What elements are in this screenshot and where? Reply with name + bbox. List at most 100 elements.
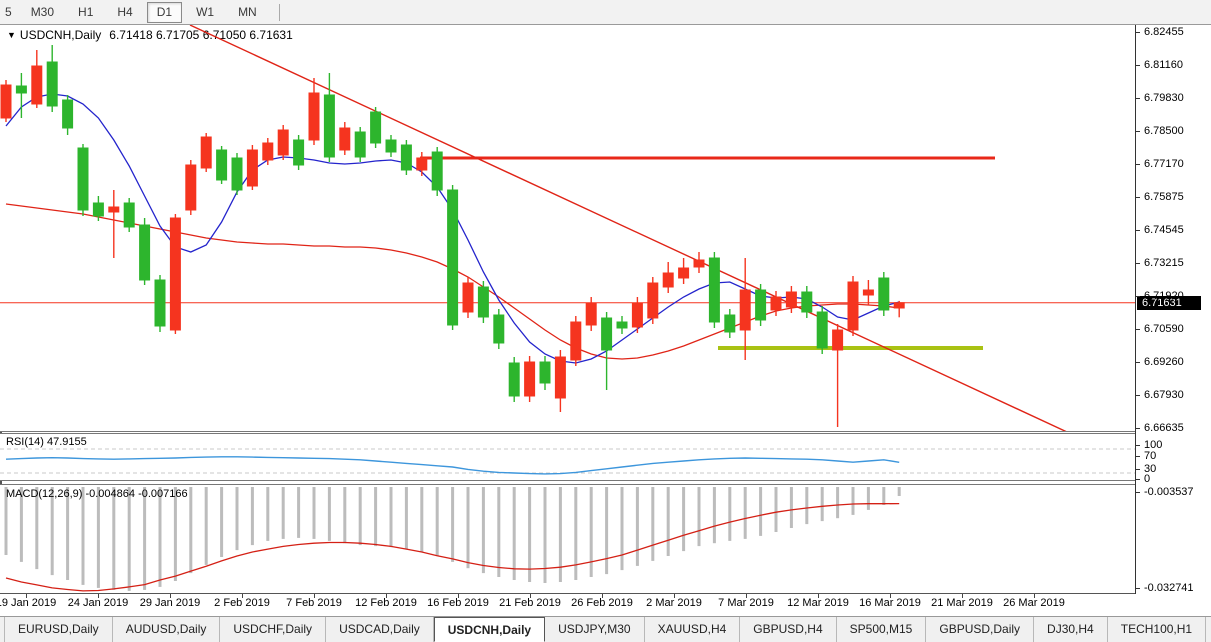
tab-usdcnh[interactable]: USDCNH,Daily [433, 617, 546, 642]
macd-histogram [4, 487, 901, 591]
tab-gbpusd[interactable]: GBPUSD,Daily [926, 617, 1035, 642]
timeframe-bar: 5 M30 H1 H4 D1 W1 MN [0, 0, 1211, 25]
date-tick [458, 594, 459, 598]
date-axis[interactable]: 19 Jan 2019 24 Jan 2019 29 Jan 2019 2 Feb 2… [0, 594, 1135, 616]
price-axis-label-tick [1136, 328, 1140, 330]
price-axis-label-tick [1136, 97, 1140, 99]
price-axis-label: 6.77170 [1144, 158, 1184, 171]
date-tick [170, 594, 171, 598]
timeframe-button-M30[interactable]: M30 [30, 4, 55, 19]
date-axis-label: 12 Mar 2019 [787, 597, 849, 609]
candles [0, 45, 905, 427]
date-tick [386, 594, 387, 598]
date-tick [602, 594, 603, 598]
macd-axis-label: -0.003537 [1144, 486, 1194, 498]
date-tick [26, 594, 27, 598]
price-axis-label-tick [1136, 395, 1140, 397]
date-axis-label: 2 Mar 2019 [646, 597, 702, 609]
tab-eurusd[interactable]: EURUSD,Daily [4, 617, 113, 642]
date-tick [818, 594, 819, 598]
chart-header: ▼ USDCNH,Daily 6.71418 6.71705 6.71050 6.7… [7, 28, 293, 42]
macd-pane[interactable] [0, 484, 1135, 594]
price-axis-label-tick [1136, 32, 1140, 34]
price-axis-label: 6.73215 [1144, 257, 1184, 270]
chart-dropdown-icon[interactable]: ▼ [7, 30, 16, 40]
rsi-svg[interactable] [0, 434, 1135, 480]
date-tick [98, 594, 99, 598]
main-chart-svg[interactable] [0, 25, 1135, 432]
date-tick [242, 594, 243, 598]
date-tick [890, 594, 891, 598]
price-axis-label-tick [1136, 164, 1140, 166]
macd-axis-label: -0.032741 [1144, 582, 1194, 594]
macd-axis-label-tick [1136, 588, 1140, 589]
price-axis-label-tick [1136, 362, 1140, 363]
date-axis-label: 21 Mar 2019 [931, 597, 993, 609]
date-tick [314, 594, 315, 598]
date-axis-label: 16 Feb 2019 [427, 597, 489, 609]
rsi-indicator-label: RSI(14) 47.9155 [6, 436, 87, 448]
tab-gbpusd[interactable]: GBPUSD,H4 [740, 617, 837, 642]
main-chart-pane[interactable] [0, 25, 1135, 432]
rsi-line [5, 456, 900, 475]
chart-tab-bar: EURUSD,Daily AUDUSD,Daily USDCHF,Daily USDC… [0, 616, 1211, 642]
date-axis-label: 29 Jan 2019 [139, 597, 201, 609]
price-axis-label-tick [1136, 64, 1140, 66]
tab-usdjpy[interactable]: USDJPY,M30 [545, 617, 645, 642]
rsi-axis-label-tick [1136, 456, 1140, 457]
timeframe-button-5[interactable]: 5 [5, 4, 12, 19]
price-axis-label: 6.78500 [1144, 125, 1184, 137]
price-axis-label: 6.79830 [1144, 91, 1184, 104]
timeframe-button-D1[interactable]: D1 [146, 1, 183, 23]
price-axis-label: 6.70590 [1144, 322, 1184, 335]
price-axis-label-tick [1136, 295, 1140, 297]
chart-ohlc-values: 6.71418 6.71705 6.71050 6.71631 [109, 28, 293, 42]
date-axis-label: 7 Feb 2019 [286, 597, 342, 609]
timeframe-button-H4[interactable]: H4 [117, 4, 133, 19]
tab-audusd[interactable]: AUDUSD,Daily [113, 617, 221, 642]
date-tick [962, 594, 963, 598]
date-tick [674, 594, 675, 598]
tab-xauusd[interactable]: XAUUSD,H4 [645, 617, 741, 642]
price-axis-label: 6.67930 [1144, 389, 1184, 402]
rsi-axis-label-tick [1136, 445, 1140, 446]
rsi-axis-label: 0 [1144, 473, 1151, 485]
date-axis-label: 21 Feb 2019 [499, 597, 561, 609]
timeframe-button-MN[interactable]: MN [238, 4, 257, 19]
price-axis[interactable]: 6.71631 6.82455 6.81160 6.79830 6.78500 6.77… [1135, 25, 1211, 594]
date-axis-label: 16 Mar 2019 [859, 597, 921, 609]
rsi-pane[interactable] [0, 433, 1135, 481]
date-tick [1034, 594, 1035, 598]
price-axis-label: 6.81160 [1144, 58, 1183, 71]
price-axis-label: 6.66635 [1144, 421, 1184, 434]
timeframe-button-W1[interactable]: W1 [196, 4, 215, 19]
timeframe-button-H1[interactable]: H1 [78, 4, 94, 19]
tab-sp500[interactable]: SP500,M15 [837, 617, 927, 642]
date-axis-label: 12 Feb 2019 [355, 597, 417, 609]
date-axis-label: 24 Jan 2019 [67, 597, 129, 609]
tab-usdcad[interactable]: USDCAD,Daily [326, 617, 434, 642]
price-axis-label: 6.71920 [1144, 289, 1184, 302]
tab-tech100[interactable]: TECH100,H1 [1108, 617, 1207, 642]
price-axis-label: 6.69260 [1144, 356, 1184, 368]
toolbar-separator [278, 3, 280, 21]
price-axis-label-tick [1136, 229, 1140, 231]
date-axis-label: 26 Mar 2019 [1003, 597, 1065, 609]
tab-uk100[interactable]: UK100,H1 [1206, 617, 1211, 642]
price-axis-label: 6.75875 [1144, 190, 1184, 203]
rsi-axis-label: 70 [1144, 450, 1157, 462]
date-tick [746, 594, 747, 598]
price-axis-label: 6.74545 [1144, 223, 1184, 236]
macd-svg[interactable] [0, 485, 1135, 593]
chart-symbol-label: USDCNH,Daily [19, 28, 102, 42]
date-axis-label: 19 Jan 2019 [0, 597, 57, 609]
rsi-axis-label: 100 [1144, 439, 1163, 451]
macd-signal-line [5, 502, 900, 592]
tab-dj30[interactable]: DJ30,H4 [1034, 617, 1108, 642]
price-axis-label-tick [1136, 427, 1140, 429]
rsi-axis-label-tick [1136, 479, 1140, 480]
tab-usdchf[interactable]: USDCHF,Daily [220, 617, 327, 642]
macd-indicator-label: MACD(12,26,9) -0.004864 -0.007166 [6, 488, 188, 500]
rsi-axis-label-tick [1136, 469, 1140, 470]
